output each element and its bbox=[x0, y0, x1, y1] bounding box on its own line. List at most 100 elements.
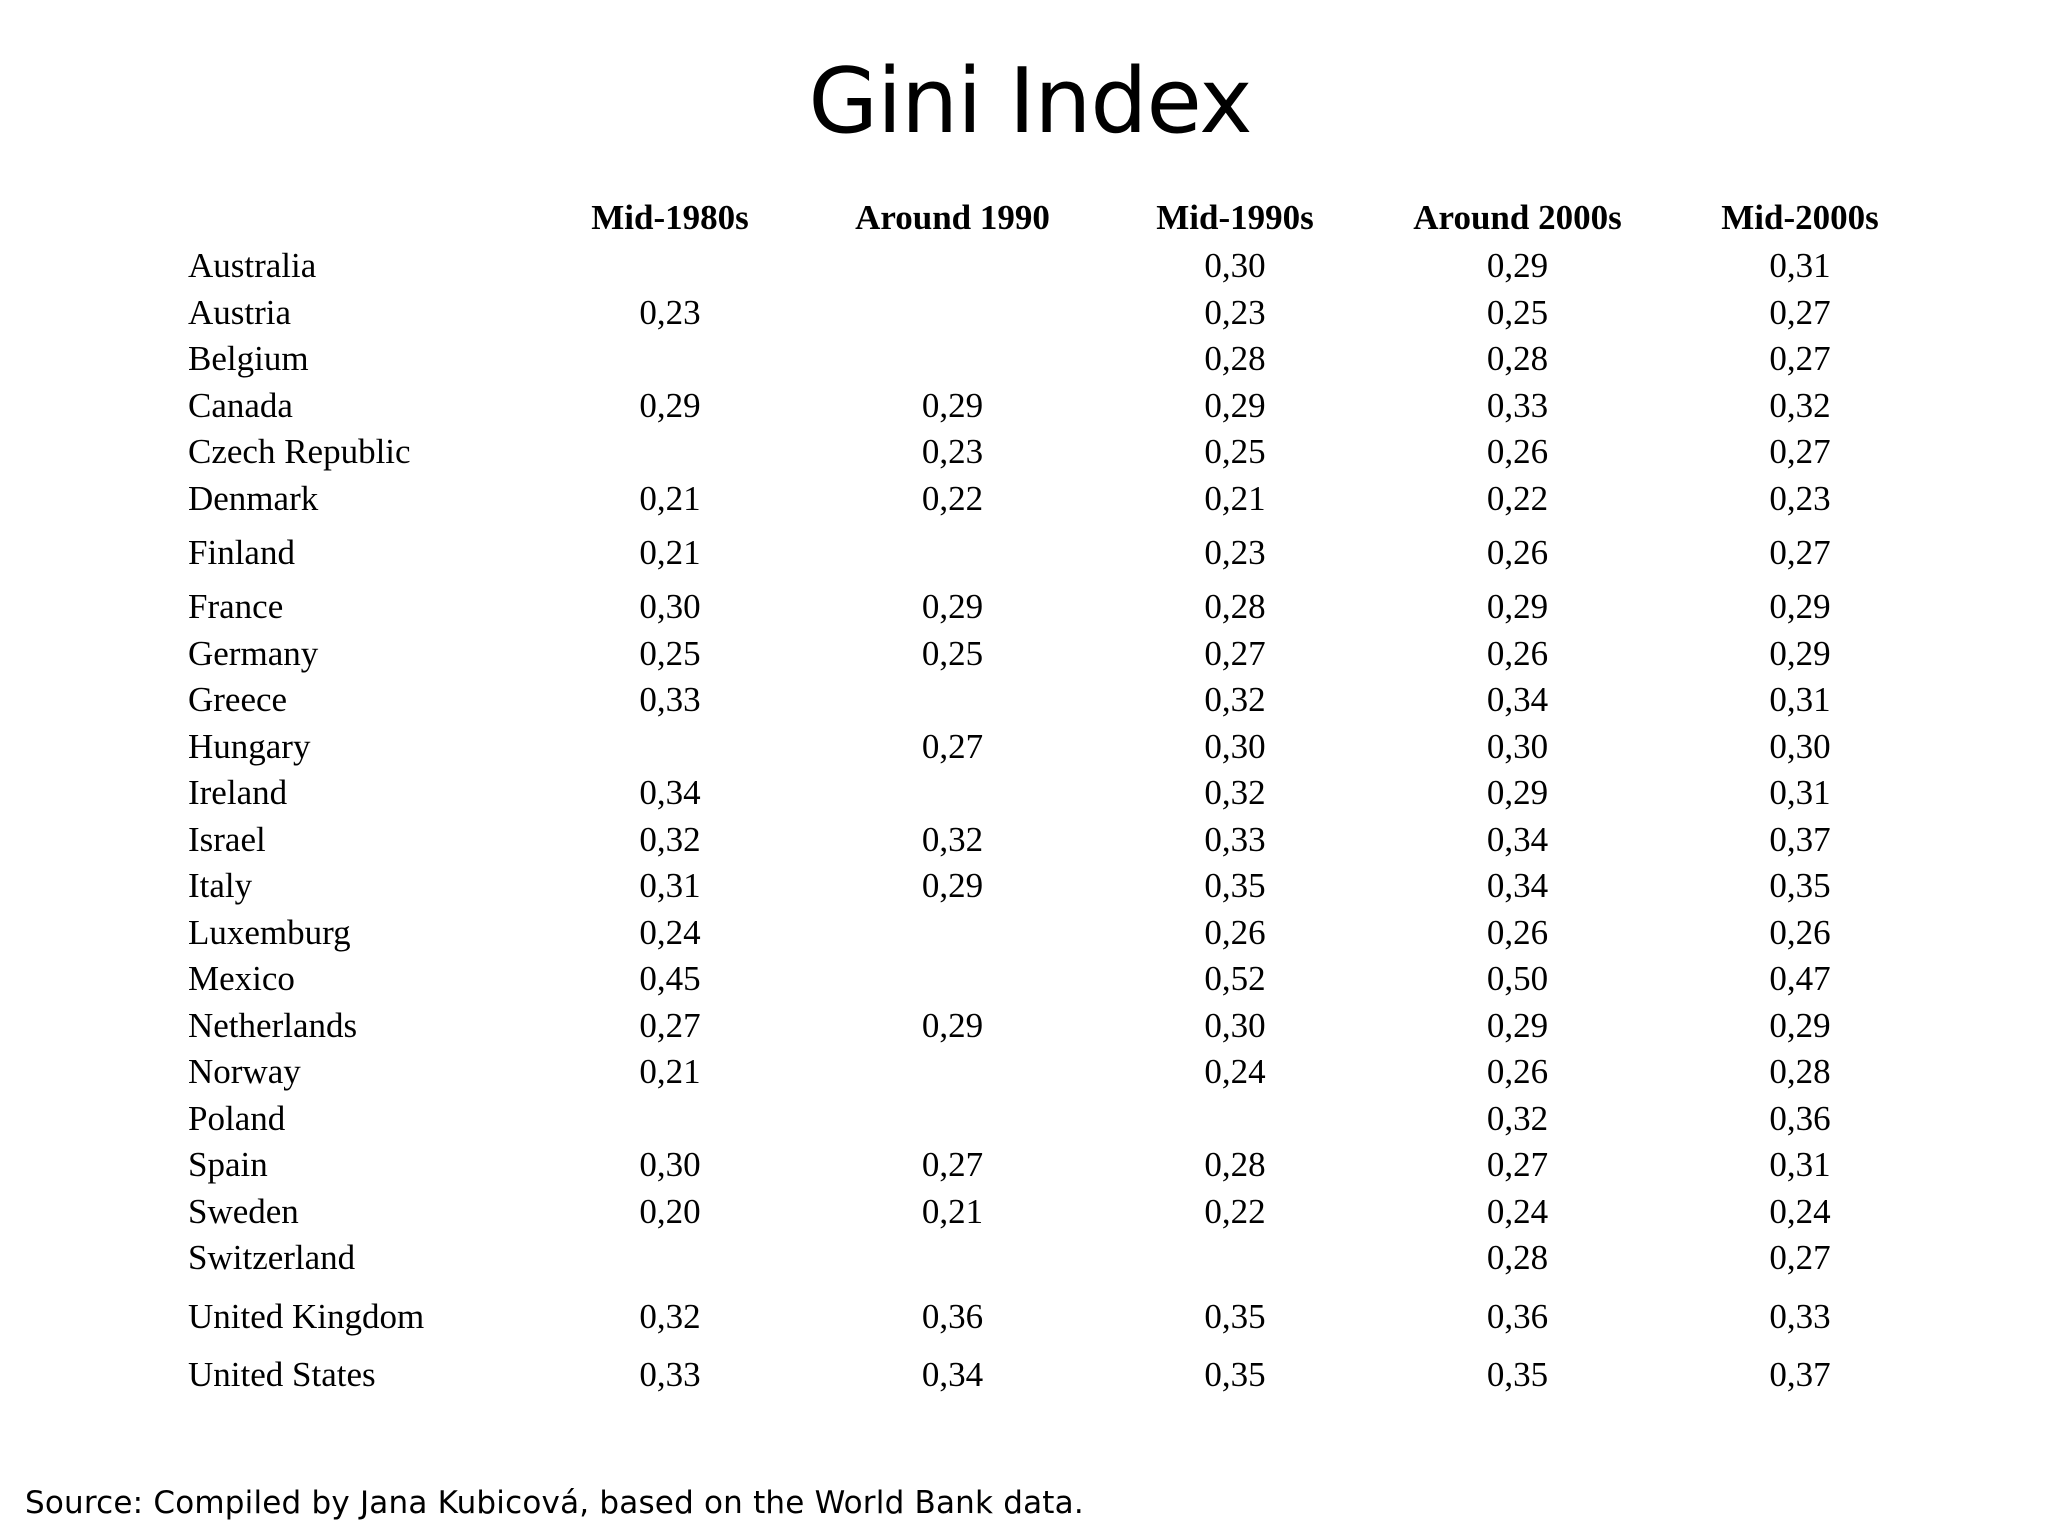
country-cell: Belgium bbox=[188, 339, 309, 378]
gini-value-cell: 0,29 bbox=[921, 1005, 984, 1045]
gini-value-cell: 0,29 bbox=[921, 385, 984, 425]
gini-value-cell: 0,24 bbox=[1204, 1052, 1266, 1091]
country-cell: Finland bbox=[188, 533, 295, 572]
gini-value-cell: 0,23 bbox=[1204, 533, 1266, 572]
gini-value-cell: 0,28 bbox=[1204, 587, 1266, 626]
gini-value-cell: 0,29 bbox=[1769, 587, 1831, 626]
gini-value-cell: 0,22 bbox=[1204, 1191, 1266, 1231]
gini-value-cell: 0,37 bbox=[1769, 1354, 1831, 1394]
gini-value-cell: 0,27 bbox=[1486, 1145, 1549, 1184]
gini-value-cell bbox=[820, 956, 1085, 1003]
table-body: Australia 0,30 0,29 0,31 Austria 0,23 0,23 0,25… bbox=[180, 243, 1950, 1398]
gini-value-cell: 0,21 bbox=[1204, 478, 1266, 518]
gini-value-cell: 0,26 bbox=[1486, 912, 1549, 952]
gini-value-cell bbox=[820, 910, 1085, 957]
gini-value-cell bbox=[520, 336, 820, 383]
gini-value-cell: 0,47 bbox=[1769, 959, 1831, 998]
gini-value-cell: 0,33 bbox=[1769, 1296, 1831, 1336]
column-header-country bbox=[180, 193, 520, 243]
country-cell: Ireland bbox=[188, 773, 288, 812]
gini-value-cell: 0,27 bbox=[1769, 292, 1831, 332]
gini-value-cell: 0,21 bbox=[639, 533, 701, 572]
gini-value-cell: 0,28 bbox=[1204, 339, 1266, 378]
gini-value-cell bbox=[820, 290, 1085, 337]
gini-value-cell: 0,31 bbox=[1769, 1145, 1831, 1184]
gini-value-cell: 0,33 bbox=[1486, 385, 1549, 425]
table-row: France 0,30 0,29 0,28 0,29 0,29 bbox=[180, 584, 1950, 631]
gini-value-cell: 0,33 bbox=[639, 1354, 701, 1394]
gini-value-cell bbox=[1085, 1235, 1385, 1282]
country-cell: Italy bbox=[188, 866, 253, 905]
gini-value-cell: 0,32 bbox=[1204, 680, 1266, 719]
gini-value-cell: 0,34 bbox=[1486, 866, 1549, 905]
gini-value-cell: 0,26 bbox=[1486, 633, 1549, 673]
gini-value-cell: 0,35 bbox=[1769, 866, 1831, 905]
country-cell: Canada bbox=[188, 385, 293, 425]
country-cell: Israel bbox=[188, 819, 266, 859]
country-cell: Mexico bbox=[188, 959, 295, 998]
gini-value-cell: 0,25 bbox=[921, 633, 984, 673]
table-row: Czech Republic 0,23 0,25 0,26 0,27 bbox=[180, 429, 1950, 476]
table-row: Luxemburg 0,24 0,26 0,26 0,26 bbox=[180, 910, 1950, 957]
column-header-mid-2000s: Mid-2000s bbox=[1721, 198, 1879, 237]
gini-value-cell: 0,30 bbox=[1486, 726, 1549, 766]
column-header-around-1990: Around 1990 bbox=[855, 198, 1050, 237]
gini-value-cell: 0,26 bbox=[1486, 533, 1549, 572]
gini-value-cell: 0,25 bbox=[1486, 292, 1549, 332]
gini-value-cell: 0,32 bbox=[1486, 1098, 1549, 1138]
gini-value-cell: 0,34 bbox=[1486, 819, 1549, 859]
gini-value-cell: 0,24 bbox=[1769, 1191, 1831, 1231]
gini-value-cell: 0,25 bbox=[639, 633, 701, 673]
gini-value-cell: 0,24 bbox=[639, 912, 701, 952]
gini-value-cell bbox=[820, 1049, 1085, 1096]
gini-value-cell: 0,28 bbox=[1204, 1145, 1266, 1184]
gini-value-cell: 0,34 bbox=[1486, 680, 1549, 719]
gini-value-cell: 0,21 bbox=[639, 478, 701, 518]
gini-value-cell: 0,28 bbox=[1486, 1238, 1549, 1277]
gini-value-cell bbox=[520, 1096, 820, 1143]
gini-value-cell: 0,35 bbox=[1204, 1296, 1266, 1336]
gini-value-cell: 0,25 bbox=[1204, 432, 1266, 471]
table-row: Israel 0,32 0,32 0,33 0,34 0,37 bbox=[180, 817, 1950, 864]
gini-value-cell: 0,29 bbox=[1486, 773, 1549, 812]
gini-value-cell bbox=[820, 243, 1085, 290]
country-cell: Australia bbox=[188, 246, 317, 285]
gini-value-cell: 0,35 bbox=[1486, 1354, 1549, 1394]
gini-value-cell: 0,29 bbox=[1204, 385, 1266, 425]
gini-value-cell: 0,35 bbox=[1204, 1354, 1266, 1394]
country-cell: Denmark bbox=[188, 478, 319, 518]
gini-value-cell: 0,22 bbox=[921, 478, 984, 518]
gini-value-cell: 0,32 bbox=[1769, 385, 1831, 425]
gini-value-cell bbox=[820, 336, 1085, 383]
gini-value-cell: 0,32 bbox=[921, 819, 984, 859]
gini-value-cell: 0,30 bbox=[1204, 1005, 1266, 1045]
table-row: Poland 0,32 0,36 bbox=[180, 1096, 1950, 1143]
gini-value-cell: 0,50 bbox=[1486, 959, 1549, 998]
table-row: Spain 0,30 0,27 0,28 0,27 0,31 bbox=[180, 1142, 1950, 1189]
gini-value-cell: 0,27 bbox=[1769, 432, 1831, 471]
country-cell: Czech Republic bbox=[188, 432, 411, 471]
gini-value-cell: 0,29 bbox=[1486, 246, 1549, 285]
gini-value-cell bbox=[820, 770, 1085, 817]
gini-value-cell: 0,29 bbox=[921, 866, 984, 905]
gini-value-cell: 0,23 bbox=[639, 292, 701, 332]
table-row: Norway 0,21 0,24 0,26 0,28 bbox=[180, 1049, 1950, 1096]
country-cell: Sweden bbox=[188, 1191, 299, 1231]
gini-value-cell bbox=[520, 724, 820, 771]
gini-value-cell: 0,29 bbox=[1769, 633, 1831, 673]
gini-value-cell: 0,32 bbox=[1204, 773, 1266, 812]
gini-value-cell: 0,36 bbox=[921, 1296, 984, 1336]
table-row: Australia 0,30 0,29 0,31 bbox=[180, 243, 1950, 290]
gini-value-cell: 0,36 bbox=[1769, 1098, 1831, 1138]
country-cell: Netherlands bbox=[188, 1005, 358, 1045]
country-cell: Hungary bbox=[188, 726, 311, 766]
gini-value-cell: 0,27 bbox=[921, 1145, 984, 1184]
gini-value-cell: 0,29 bbox=[1486, 1005, 1549, 1045]
gini-value-cell bbox=[820, 522, 1085, 584]
gini-value-cell: 0,32 bbox=[639, 819, 701, 859]
gini-value-cell: 0,52 bbox=[1204, 959, 1266, 998]
gini-value-cell: 0,21 bbox=[639, 1052, 701, 1091]
table-row: United States 0,33 0,34 0,35 0,35 0,37 bbox=[180, 1352, 1950, 1399]
country-cell: Spain bbox=[188, 1145, 268, 1184]
column-header-around-2000s: Around 2000s bbox=[1413, 198, 1622, 237]
